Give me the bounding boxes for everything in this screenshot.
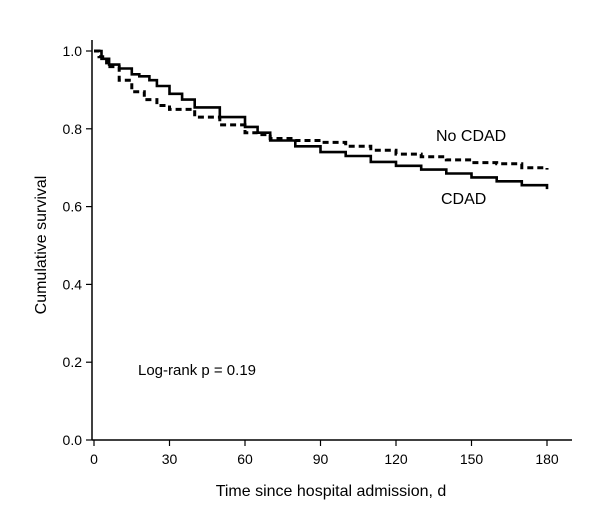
x-tick-label-120: 120 xyxy=(384,451,408,467)
y-tick-label-0: 0.0 xyxy=(63,432,83,448)
y-axis-title: Cumulative survival xyxy=(33,176,50,315)
x-tick-label-90: 90 xyxy=(313,451,329,467)
x-tick-label-180: 180 xyxy=(535,451,559,467)
x-tick-label-0: 0 xyxy=(90,451,98,467)
axes xyxy=(91,40,572,441)
y-tick-label-0-6: 0.6 xyxy=(63,199,83,215)
series-line-no-cdad xyxy=(94,49,549,170)
x-tick-label-30: 30 xyxy=(162,451,178,467)
x-tick-label-60: 60 xyxy=(237,451,253,467)
y-tick-label-0-4: 0.4 xyxy=(63,276,83,292)
y-tick-label-1: 1.0 xyxy=(63,43,83,59)
x-axis-title: Time since hospital admission, d xyxy=(216,483,447,500)
y-tick-label-0-8: 0.8 xyxy=(63,121,83,137)
y-tick-label-0-2: 0.2 xyxy=(63,354,83,370)
series-label-cdad: CDAD xyxy=(441,191,486,208)
series-group xyxy=(94,49,549,190)
series-line-cdad xyxy=(94,49,549,190)
x-tick-label-150: 150 xyxy=(460,451,484,467)
log-rank-annotation: Log-rank p = 0.19 xyxy=(138,362,256,379)
series-label-no-cdad: No CDAD xyxy=(436,128,506,145)
ticks: 0 30 60 90 120 150 180 0.0 0.2 0.4 0.6 0.8 1.0 xyxy=(63,43,559,467)
